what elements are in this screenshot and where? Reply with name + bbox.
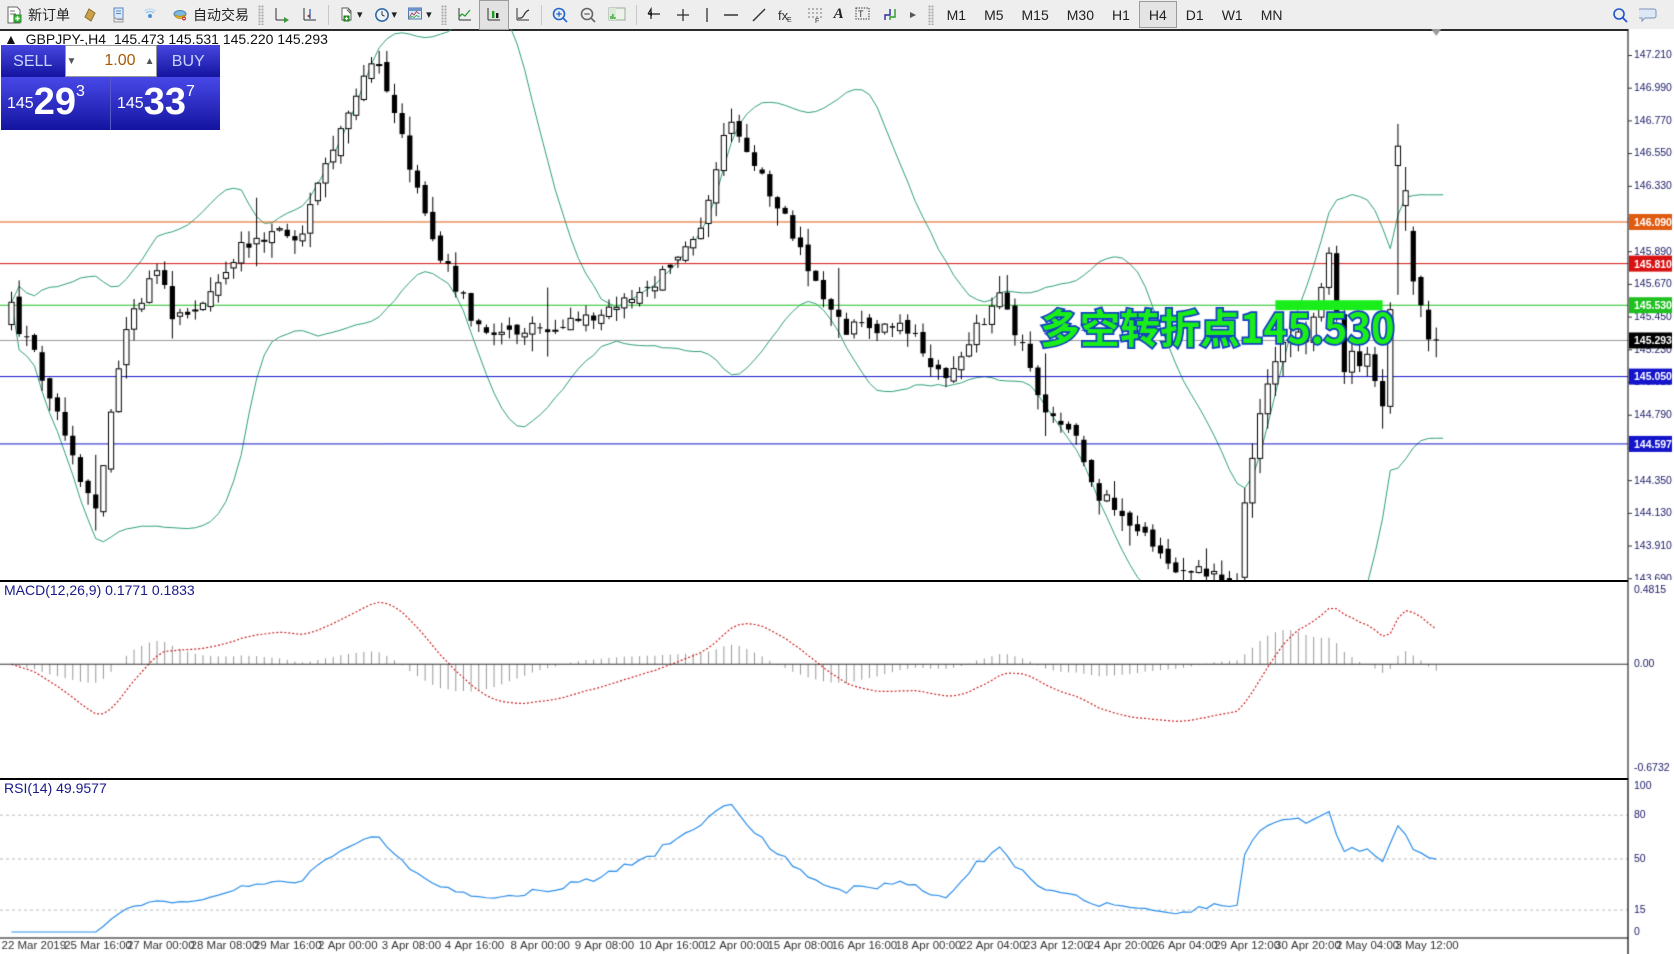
svg-text:T: T <box>858 9 864 19</box>
svg-text:E: E <box>787 17 792 24</box>
svg-text:F: F <box>815 18 819 24</box>
